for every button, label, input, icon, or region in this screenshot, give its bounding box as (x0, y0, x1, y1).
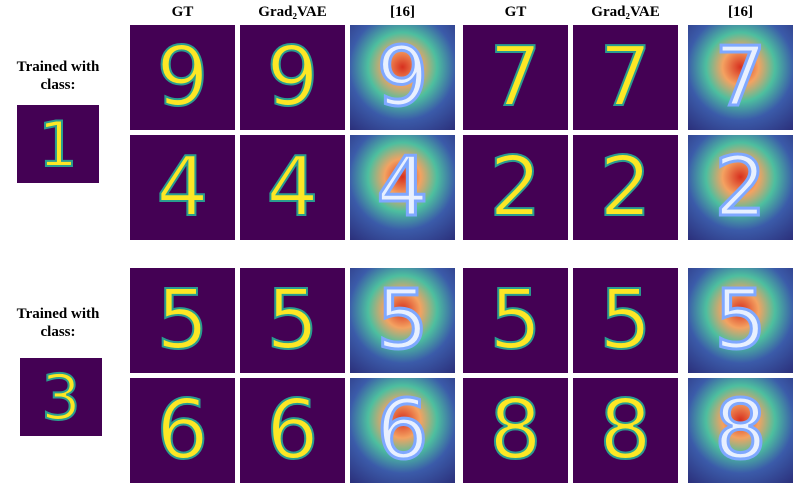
digit-image: 9 (240, 25, 345, 130)
heatmap-image: 6 (350, 378, 455, 483)
heatmap-image: 7 (688, 25, 793, 130)
digit-image: 2 (463, 135, 568, 240)
digit-image: 9 (130, 25, 235, 130)
digit-image: 4 (240, 135, 345, 240)
digit-image: 8 (463, 378, 568, 483)
column-header: GT (130, 4, 235, 21)
digit-image: 2 (573, 135, 678, 240)
heatmap-image: 2 (688, 135, 793, 240)
heatmap-image: 8 (688, 378, 793, 483)
digit-image: 5 (240, 268, 345, 373)
heatmap-image: 9 (350, 25, 455, 130)
column-header: GT (463, 4, 568, 21)
digit-image: 7 (573, 25, 678, 130)
digit-image: 4 (130, 135, 235, 240)
class-example: 3 (20, 358, 102, 436)
heatmap-image: 4 (350, 135, 455, 240)
heatmap-image: 5 (350, 268, 455, 373)
digit-image: 7 (463, 25, 568, 130)
figure: (() => { const data = JSON.parse(documen… (0, 0, 794, 485)
column-header: Grad₂VAE (240, 4, 345, 21)
group-label: Trained with class: (3, 58, 113, 94)
digit-image: 6 (240, 378, 345, 483)
digit-image: 6 (130, 378, 235, 483)
digit-image: 5 (463, 268, 568, 373)
digit-image: 8 (573, 378, 678, 483)
column-header: [16] (688, 4, 793, 21)
digit-image: 5 (573, 268, 678, 373)
class-example: 1 (17, 105, 99, 183)
heatmap-image: 5 (688, 268, 793, 373)
column-header: Grad₂VAE (573, 4, 678, 21)
group-label: Trained with class: (3, 305, 113, 341)
column-header: [16] (350, 4, 455, 21)
digit-image: 5 (130, 268, 235, 373)
